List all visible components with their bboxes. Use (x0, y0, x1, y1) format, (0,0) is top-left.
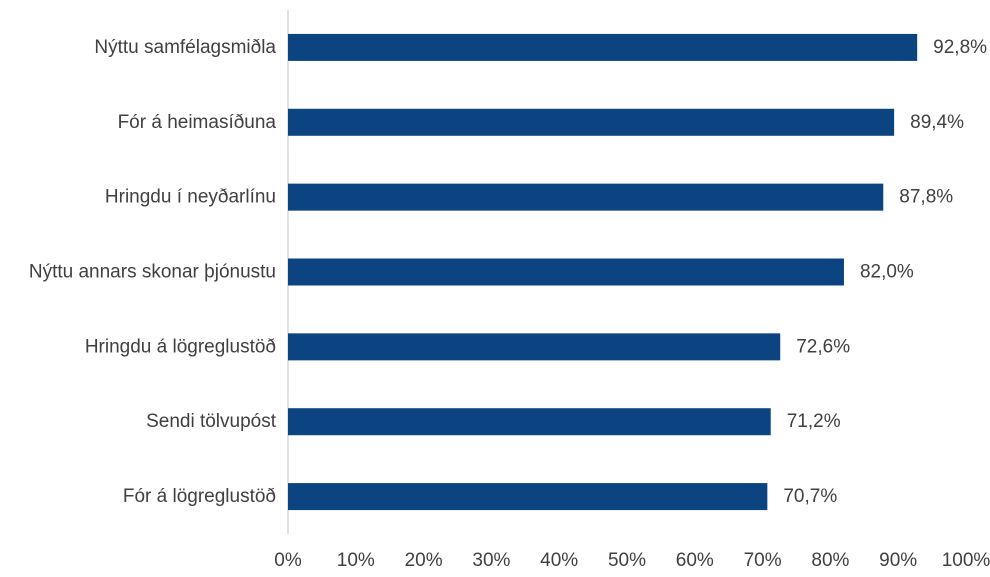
bar (288, 333, 781, 361)
bar (288, 258, 844, 286)
value-label: 82,0% (860, 262, 914, 283)
value-label: 92,8% (933, 37, 987, 58)
x-tick-label: 10% (337, 550, 375, 571)
category-labels-group: Nýttu samfélagsmiðla Fór á heimasíðuna Hri… (29, 37, 277, 507)
category-label: Hringdu í neyðarlínu (105, 187, 276, 208)
x-tick-label: 100% (942, 550, 990, 571)
x-tick-label: 70% (744, 550, 782, 571)
value-labels-group: 92,8% 89,4% 87,8% 82,0% 72,6% 71,2% 70,7% (783, 37, 987, 507)
bar (288, 33, 918, 61)
category-label: Nýttu annars skonar þjónustu (29, 262, 276, 283)
x-tick-label: 20% (405, 550, 443, 571)
x-tick-label: 90% (879, 550, 917, 571)
category-label: Hringdu á lögreglustöð (85, 336, 276, 357)
x-axis-ticks-group: 0% 10% 20% 30% 40% 50% 60% 70% 80% 90% 100% (274, 550, 990, 571)
bars-group (288, 33, 918, 511)
x-tick-label: 30% (472, 550, 510, 571)
bar (288, 183, 884, 211)
x-tick-label: 40% (540, 550, 578, 571)
x-tick-label: 60% (676, 550, 714, 571)
category-label: Sendi tölvupóst (146, 411, 277, 432)
value-label: 70,7% (783, 486, 837, 507)
value-label: 72,6% (796, 336, 850, 357)
x-tick-label: 80% (811, 550, 849, 571)
x-tick-label: 50% (608, 550, 646, 571)
bar (288, 108, 895, 136)
x-tick-label: 0% (274, 550, 302, 571)
bar (288, 483, 768, 511)
category-label: Fór á heimasíðuna (118, 112, 277, 133)
value-label: 71,2% (787, 411, 841, 432)
category-label: Fór á lögreglustöð (123, 486, 276, 507)
bar (288, 408, 771, 436)
value-label: 87,8% (899, 187, 953, 208)
category-label: Nýttu samfélagsmiðla (94, 37, 276, 58)
value-label: 89,4% (910, 112, 964, 133)
